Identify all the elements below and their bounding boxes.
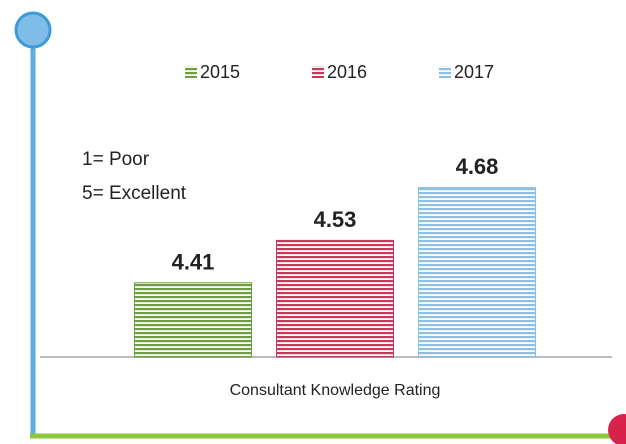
- decor-corner-circle: [608, 414, 626, 444]
- value-label: 4.53: [314, 207, 357, 232]
- x-category-label: Consultant Knowledge Rating: [230, 382, 441, 399]
- legend-swatch: [439, 66, 451, 78]
- legend-swatch: [185, 66, 197, 78]
- legend-swatch: [312, 66, 324, 78]
- decor-top-circle: [14, 11, 52, 49]
- legend-label: 2015: [200, 62, 240, 82]
- annotation: 1= Poor: [82, 149, 150, 170]
- bar: [276, 239, 394, 358]
- legend-label: 2016: [327, 62, 367, 82]
- annotation: 5= Excellent: [82, 183, 187, 204]
- legend-label: 2017: [454, 62, 494, 82]
- value-label: 4.68: [456, 154, 499, 179]
- bar: [134, 282, 252, 358]
- value-label: 4.41: [172, 250, 215, 275]
- bar: [418, 186, 536, 358]
